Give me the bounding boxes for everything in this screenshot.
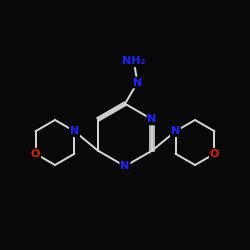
Text: N: N bbox=[133, 78, 142, 88]
Text: N: N bbox=[70, 126, 79, 136]
Text: O: O bbox=[31, 149, 40, 159]
Text: O: O bbox=[210, 149, 219, 159]
Text: N: N bbox=[171, 126, 180, 136]
Text: N: N bbox=[120, 161, 130, 171]
Text: N: N bbox=[148, 114, 157, 124]
Text: NH₂: NH₂ bbox=[122, 56, 146, 66]
